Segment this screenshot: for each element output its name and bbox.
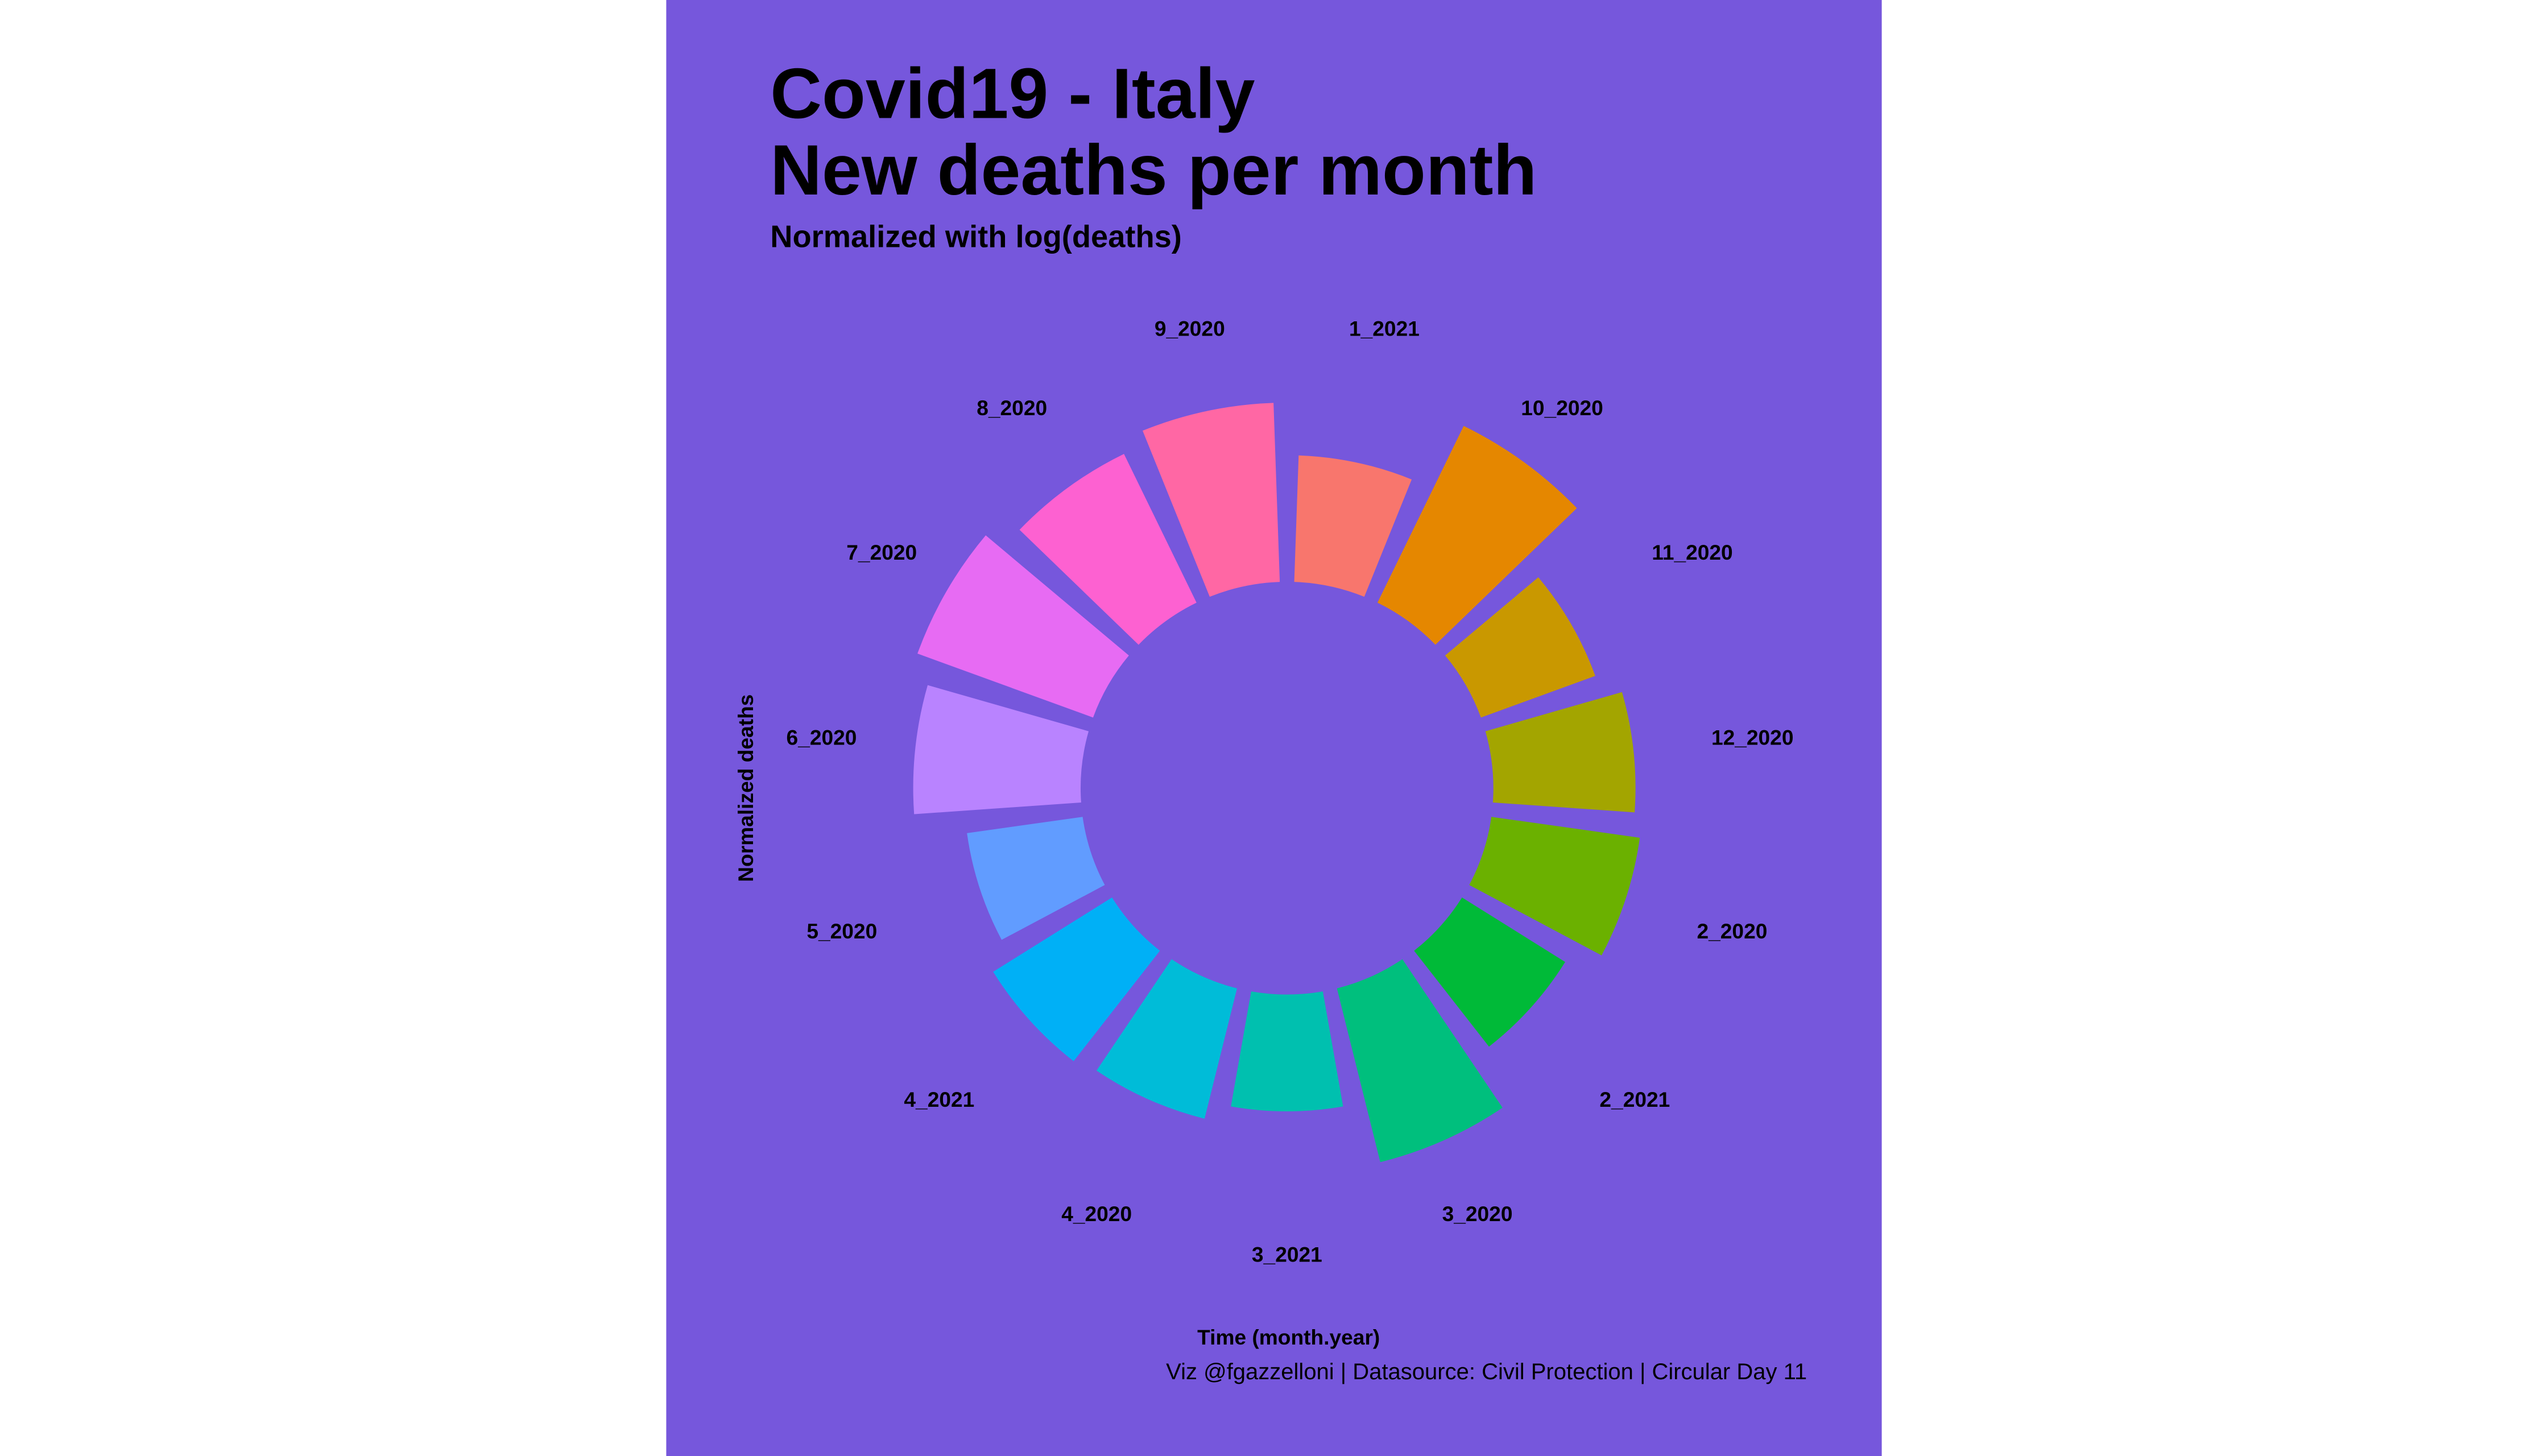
bar <box>1019 454 1197 645</box>
bar <box>1143 403 1280 597</box>
bar <box>967 817 1105 940</box>
category-label: 5_2020 <box>806 919 877 943</box>
category-label: 6_2020 <box>787 726 857 750</box>
category-label: 12_2020 <box>1711 726 1794 750</box>
chart-title: Covid19 - Italy <box>770 53 1255 133</box>
bar <box>1469 817 1640 956</box>
bar <box>993 897 1160 1061</box>
bar <box>1445 577 1595 718</box>
category-label: 3_2020 <box>1442 1202 1513 1226</box>
bar <box>1096 959 1238 1119</box>
category-label: 2_2020 <box>1697 919 1767 943</box>
bar <box>1337 959 1503 1163</box>
category-label: 7_2020 <box>846 540 917 564</box>
category-label: 3_2021 <box>1252 1242 1322 1266</box>
category-label: 4_2020 <box>1061 1202 1132 1226</box>
category-label: 8_2020 <box>977 396 1047 420</box>
panel-background <box>666 0 1882 1456</box>
bar <box>1414 897 1565 1047</box>
category-label: 9_2020 <box>1155 317 1225 341</box>
x-axis-label: Time (month.year) <box>1197 1325 1380 1349</box>
category-label: 4_2021 <box>904 1087 974 1111</box>
bar <box>1294 455 1412 597</box>
bar <box>1485 692 1636 813</box>
bar <box>917 535 1129 718</box>
category-label: 10_2020 <box>1521 396 1603 420</box>
caption: Viz @fgazzelloni | Datasource: Civil Pro… <box>1166 1359 1807 1384</box>
category-label: 2_2021 <box>1599 1087 1670 1111</box>
bar <box>1377 425 1577 645</box>
category-label: 1_2021 <box>1349 317 1420 341</box>
y-axis-label: Normalized deaths <box>734 694 758 882</box>
bar <box>1231 991 1343 1111</box>
bar <box>913 685 1089 814</box>
category-label: 11_2020 <box>1652 540 1732 564</box>
chart-subtitle: Normalized with log(deaths) <box>770 219 1182 254</box>
chart-title: New deaths per month <box>770 130 1537 210</box>
